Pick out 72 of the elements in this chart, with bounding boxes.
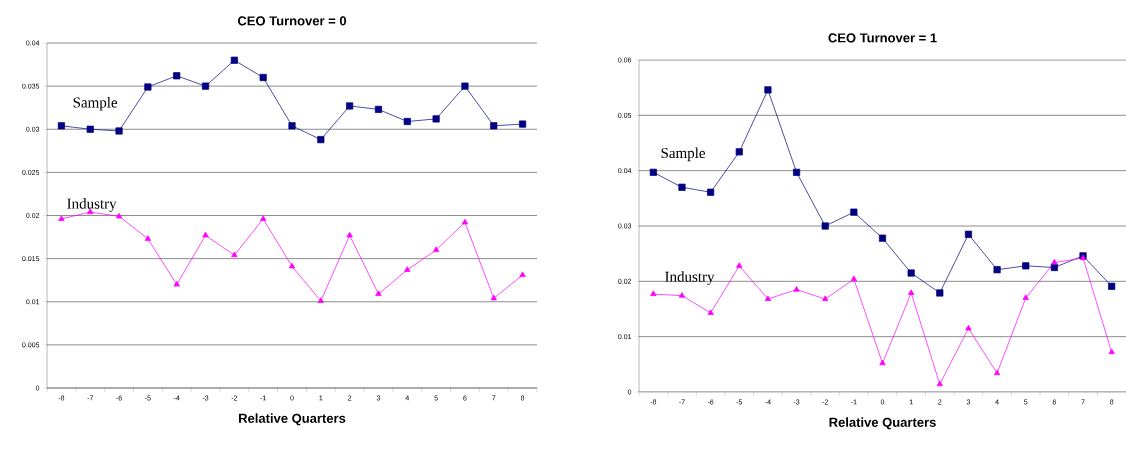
point — [850, 208, 858, 216]
x-axis-title: Relative Quarters — [239, 413, 346, 426]
point — [490, 122, 498, 130]
point — [115, 127, 123, 135]
point — [202, 231, 209, 238]
point — [230, 56, 238, 64]
point — [821, 222, 829, 230]
point — [908, 289, 915, 295]
point — [432, 115, 440, 123]
point — [375, 290, 382, 296]
point — [433, 246, 440, 252]
point — [878, 234, 887, 242]
point — [58, 215, 65, 221]
point — [764, 86, 772, 94]
chart-title: CEO Turnover = 0 — [237, 16, 347, 26]
point — [288, 122, 296, 130]
point — [964, 230, 972, 238]
point — [519, 120, 527, 128]
point — [993, 369, 1001, 376]
point — [707, 309, 714, 315]
point — [173, 72, 181, 80]
point — [993, 266, 1001, 274]
point — [1108, 348, 1115, 355]
point — [907, 269, 915, 277]
point — [115, 212, 123, 219]
x-axis-title: Relative Quarters — [829, 417, 936, 430]
point — [1051, 258, 1058, 265]
point — [764, 295, 772, 301]
point — [317, 136, 325, 144]
point — [346, 231, 353, 238]
point — [735, 148, 743, 156]
point — [650, 290, 657, 297]
point — [850, 275, 857, 282]
point — [1108, 282, 1116, 290]
point — [86, 125, 94, 133]
point — [374, 105, 383, 113]
point — [461, 82, 469, 90]
point — [461, 218, 469, 225]
series-label: Sample — [661, 147, 705, 162]
point — [144, 83, 152, 91]
point — [793, 286, 800, 292]
point — [57, 122, 65, 130]
point — [173, 280, 180, 287]
point — [144, 235, 152, 241]
point — [736, 262, 743, 268]
series-label: Sample — [73, 97, 118, 111]
series-label: Industry — [665, 271, 715, 285]
point — [288, 262, 296, 269]
point — [259, 73, 267, 82]
chart-title: CEO Turnover = 1 — [828, 33, 937, 43]
point — [403, 117, 411, 126]
point — [1022, 294, 1029, 300]
point — [965, 324, 972, 331]
point — [404, 266, 411, 272]
point — [936, 380, 943, 387]
point — [317, 297, 324, 303]
point — [1022, 262, 1030, 270]
point — [231, 251, 238, 258]
point — [346, 102, 354, 110]
point — [649, 168, 657, 176]
point — [707, 188, 715, 196]
point — [793, 168, 801, 176]
series-label: Industry — [67, 198, 117, 212]
point — [260, 215, 267, 221]
point — [879, 359, 886, 366]
point — [678, 183, 686, 191]
point — [936, 289, 944, 297]
point — [822, 295, 829, 301]
point — [201, 82, 210, 90]
point — [490, 294, 497, 301]
point — [678, 292, 686, 298]
point — [519, 271, 526, 277]
